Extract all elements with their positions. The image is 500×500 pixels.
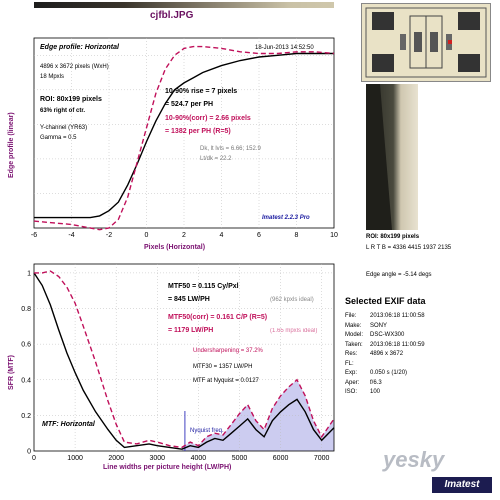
x-tick-label: 0 bbox=[32, 455, 36, 462]
x-tick-label: 10 bbox=[330, 232, 338, 239]
y-tick-label: 0.2 bbox=[21, 413, 31, 420]
measured-curve bbox=[34, 52, 334, 219]
exif-key: ISO: bbox=[345, 389, 358, 395]
undersharpening: Undersharpening = 37.2% bbox=[193, 348, 263, 354]
x-tick-label: 5000 bbox=[232, 455, 248, 462]
x-tick-label: 4000 bbox=[191, 455, 207, 462]
y-tick-label: 0.4 bbox=[21, 377, 31, 384]
imatest-version: Imatest 2.2.3 Pro bbox=[262, 215, 310, 221]
x-tick-label: 7000 bbox=[314, 455, 330, 462]
edge-channel: Y-channel (YR63) bbox=[40, 125, 88, 131]
plot-frame bbox=[33, 263, 335, 452]
file-title: cjfbl.JPG bbox=[150, 10, 194, 21]
edge-gamma: Gamma = 0.5 bbox=[40, 135, 77, 141]
rise-line1: 10-90% rise = 7 pixels bbox=[165, 88, 238, 95]
x-tick-label: -6 bbox=[31, 232, 37, 239]
exif-value: 4896 x 3672 bbox=[370, 351, 404, 357]
mtf-title: MTF: Horizontal bbox=[42, 421, 95, 428]
exif-key: Model: bbox=[345, 332, 364, 338]
exif-heading: Selected EXIF data bbox=[345, 296, 426, 306]
watermark-site: yesky bbox=[383, 447, 445, 472]
edge-gradient-strip bbox=[34, 2, 334, 8]
y-tick-label: 0.6 bbox=[21, 342, 31, 349]
roi-crop-image bbox=[366, 84, 418, 230]
edge-roi: ROI: 80x199 pixels bbox=[40, 96, 102, 103]
mtf-ylabel: SFR (MTF) bbox=[8, 355, 15, 390]
x-tick-label: 2000 bbox=[108, 455, 124, 462]
mtf50-ideal: (962 kpxls ideal) bbox=[270, 297, 314, 303]
corr-line2: = 1382 per PH (R=5) bbox=[165, 128, 231, 135]
test-chart-thumbnail bbox=[361, 3, 491, 82]
exif-value: f/6.3 bbox=[370, 379, 382, 386]
edge-right-of-ctr: 63% right of ctr. bbox=[40, 108, 86, 114]
exif-value: 0.050 s (1/20) bbox=[370, 370, 408, 376]
edge-ylabel: Edge profile (linear) bbox=[8, 112, 15, 178]
above-nyquist-fill bbox=[181, 379, 334, 451]
edge-dims: 4896 x 3672 pixels (WxH) bbox=[40, 64, 109, 70]
side-lrtb: L R T B = 4336 4415 1937 2135 bbox=[366, 245, 452, 251]
x-tick-label: 6 bbox=[257, 232, 261, 239]
edge-angle: Edge angle = -5.14 degs bbox=[366, 272, 432, 278]
edge-date: 18-Jun-2013 14:52:50 bbox=[255, 45, 314, 51]
exif-key: Taken: bbox=[345, 341, 363, 348]
exif-value: DSC-WX300 bbox=[370, 332, 405, 338]
edge-xlabel: Pixels (Horizontal) bbox=[144, 244, 206, 251]
mtf50-line1: MTF50 = 0.115 Cy/Pxl bbox=[168, 283, 239, 290]
x-tick-label: 6000 bbox=[273, 455, 289, 462]
exif-key: Make: bbox=[345, 322, 362, 329]
rise-line2: = 524.7 per PH bbox=[165, 101, 214, 108]
exif-key: Aper: bbox=[345, 379, 360, 386]
x-tick-label: 3000 bbox=[149, 455, 165, 462]
x-tick-label: -2 bbox=[106, 232, 112, 239]
mtf50c-line2: = 1179 LW/PH bbox=[168, 327, 214, 334]
y-tick-label: 0.8 bbox=[21, 306, 31, 313]
y-tick-label: 0 bbox=[27, 449, 31, 456]
x-tick-label: 4 bbox=[220, 232, 224, 239]
corrected-curve bbox=[33, 45, 335, 231]
mtf-at-nyquist: MTF at Nyquist = 0.0127 bbox=[193, 378, 259, 384]
lt-dk-ratio: Lt/dk = 22.2 bbox=[200, 156, 232, 162]
corr-line1: 10-90%(corr) = 2.66 pixels bbox=[165, 115, 251, 122]
exif-value: 2013:06:18 11:00:58 bbox=[370, 313, 425, 319]
mtf-xlabel: Line widths per picture height (LW/PH) bbox=[103, 464, 232, 471]
x-tick-label: 0 bbox=[145, 232, 149, 239]
mtf30: MTF30 = 1357 LW/PH bbox=[193, 364, 253, 370]
x-tick-label: 1000 bbox=[67, 455, 83, 462]
exif-value: SONY bbox=[370, 322, 388, 329]
imatest-logo: Imatest bbox=[432, 477, 492, 493]
mtf50c-line1: MTF50(corr) = 0.161 C/P (R=5) bbox=[168, 314, 268, 321]
x-tick-label: 2 bbox=[182, 232, 186, 239]
edge-mpxls: 18 Mpxls bbox=[40, 74, 65, 80]
exif-value: 2013:06:18 11:00:59 bbox=[370, 341, 425, 348]
exif-key: File: bbox=[345, 313, 357, 319]
x-tick-label: -4 bbox=[68, 232, 74, 239]
y-tick-label: 1 bbox=[27, 270, 31, 277]
exif-key: Res: bbox=[345, 351, 358, 357]
dk-lt-levels: Dk, lt lvls = 6.66; 152.9 bbox=[200, 146, 261, 152]
measured-curve bbox=[33, 272, 335, 450]
side-roi: ROI: 80x199 pixels bbox=[366, 234, 420, 240]
edge-title: Edge profile: Horizontal bbox=[40, 44, 119, 51]
exif-key: FL: bbox=[345, 360, 354, 367]
exif-value: 100 bbox=[370, 389, 381, 395]
x-tick-label: 8 bbox=[295, 232, 299, 239]
nyquist-label: Nyquist freq. bbox=[190, 428, 224, 434]
mtf50-line2: = 845 LW/PH bbox=[168, 296, 210, 303]
exif-key: Exp: bbox=[345, 370, 358, 376]
mtf50c-ideal: (1.65 mpxls ideal) bbox=[270, 328, 318, 334]
corrected-curve bbox=[34, 270, 335, 449]
